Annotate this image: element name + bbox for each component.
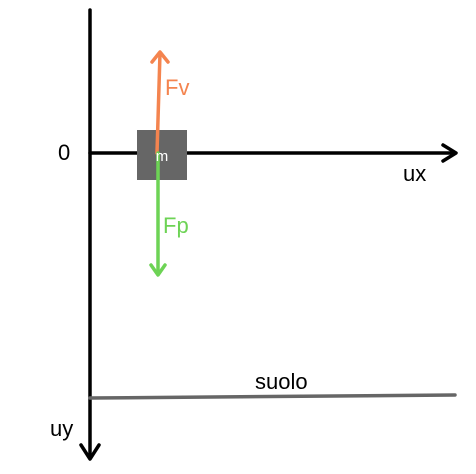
force-up-label: Fv [165, 75, 189, 100]
ground-line [88, 393, 457, 400]
origin-label: 0 [58, 140, 70, 165]
force-down-label: Fp [163, 213, 189, 238]
y-axis [79, 8, 101, 461]
force-down-arrow [149, 151, 167, 277]
y-axis-arrowhead [79, 443, 101, 461]
x-axis-label: ux [403, 161, 426, 186]
mass-label: m [156, 148, 169, 165]
mass-block [137, 130, 187, 180]
x-axis-arrowhead [441, 143, 458, 163]
force-up-arrow [150, 50, 170, 155]
force-down-arrowhead [149, 263, 167, 277]
ground-label: suolo [255, 369, 308, 394]
force-up-arrowhead [150, 50, 170, 64]
y-axis-label: uy [50, 416, 73, 441]
